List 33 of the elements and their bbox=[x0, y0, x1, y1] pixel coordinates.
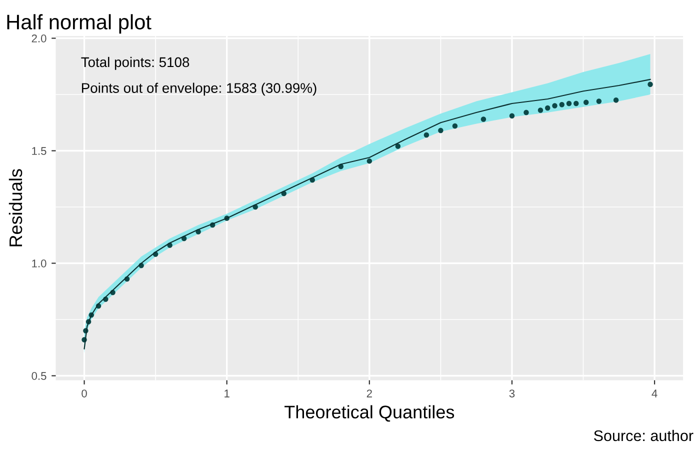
point bbox=[648, 82, 653, 87]
y-tick-label: 1.5 bbox=[32, 147, 46, 155]
chart-title: Half normal plot bbox=[7, 14, 152, 34]
x-tick-label: 1 bbox=[224, 390, 230, 398]
point bbox=[424, 132, 430, 138]
x-tick-label: 2 bbox=[366, 390, 372, 398]
y-axis-title: Residuals bbox=[8, 169, 22, 246]
annotation: Total points: 5108 bbox=[81, 56, 190, 70]
point bbox=[559, 102, 564, 108]
x-tick-label: 4 bbox=[652, 390, 658, 398]
annotation: Points out of envelope: 1583 (30.99%) bbox=[82, 82, 316, 96]
point bbox=[438, 128, 444, 134]
source-note: Source: author bbox=[594, 430, 694, 442]
point bbox=[524, 110, 529, 116]
point bbox=[613, 98, 619, 103]
point bbox=[596, 98, 602, 104]
point bbox=[566, 100, 572, 106]
point bbox=[574, 100, 579, 106]
point bbox=[509, 113, 515, 118]
point bbox=[584, 100, 589, 105]
point bbox=[552, 103, 558, 108]
x-tick-label: 3 bbox=[509, 390, 515, 398]
x-axis-title: Theoretical Quantiles bbox=[284, 405, 454, 422]
y-tick-label: 0.5 bbox=[32, 372, 46, 380]
point bbox=[480, 116, 486, 122]
y-tick-label: 2.0 bbox=[32, 34, 46, 42]
point bbox=[395, 144, 401, 149]
point bbox=[545, 105, 550, 111]
point bbox=[538, 108, 544, 113]
x-tick-label: 0 bbox=[82, 390, 87, 398]
y-tick-label: 1.0 bbox=[32, 260, 46, 268]
point bbox=[366, 158, 372, 164]
point bbox=[452, 123, 458, 129]
